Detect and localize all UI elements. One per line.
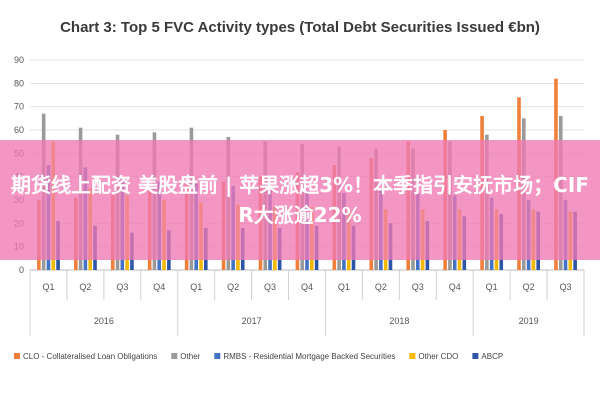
x-tick-label: Q3 [116, 282, 128, 292]
x-tick-label: Q3 [264, 282, 276, 292]
y-tick-label: 80 [14, 78, 24, 88]
x-tick-label: Q1 [486, 282, 498, 292]
y-tick-label: 0 [19, 265, 24, 275]
x-axis-ticks: Q1 Q2 Q3 Q4 Q1 Q2 Q3 Q4 Q1 Q2 Q3 Q4 Q1 Q2 Q3 [29, 270, 585, 300]
x-tick-label: Q4 [449, 282, 461, 292]
year-label: 2019 [519, 316, 539, 326]
x-tick-label: Q4 [301, 282, 313, 292]
year-label: 2017 [242, 316, 262, 326]
x-tick-label: Q4 [153, 282, 165, 292]
legend-swatch [14, 353, 20, 359]
x-tick-label: Q1 [338, 282, 350, 292]
legend-label: Other CDO [418, 352, 458, 361]
legend-label: ABCP [481, 352, 503, 361]
y-tick-label: 60 [14, 125, 24, 135]
x-tick-label: Q2 [79, 282, 91, 292]
x-tick-label: Q1 [42, 282, 54, 292]
legend-label: RMBS - Residential Mortgage Backed Secur… [223, 352, 395, 361]
legend-label: Other [180, 352, 200, 361]
x-tick-label: Q2 [523, 282, 535, 292]
year-label: 2018 [389, 316, 409, 326]
legend-swatch [472, 353, 479, 359]
x-tick-label: Q1 [190, 282, 202, 292]
legend-swatch [409, 353, 416, 359]
promo-overlay-banner[interactable]: 期货线上配资 美股盘前 | 苹果涨超3%！本季指引安抚市场；CIFR大涨逾22% [0, 140, 600, 260]
year-label: 2016 [94, 316, 114, 326]
y-tick-label: 70 [14, 102, 24, 112]
legend-swatch [214, 353, 221, 359]
legend-swatch [171, 353, 178, 359]
year-labels: 2016 2017 2018 2019 [29, 300, 585, 336]
x-tick-label: Q3 [560, 282, 572, 292]
chart-title: Chart 3: Top 5 FVC Activity types (Total… [60, 19, 540, 36]
x-tick-label: Q3 [412, 282, 424, 292]
promo-overlay-text: 期货线上配资 美股盘前 | 苹果涨超3%！本季指引安抚市场；CIFR大涨逾22% [11, 173, 589, 227]
x-tick-label: Q2 [375, 282, 387, 292]
legend: CLO - Collateralised Loan Obligations Oth… [14, 352, 503, 361]
x-tick-label: Q2 [227, 282, 239, 292]
y-tick-label: 90 [14, 55, 24, 65]
legend-label: CLO - Collateralised Loan Obligations [23, 352, 157, 361]
